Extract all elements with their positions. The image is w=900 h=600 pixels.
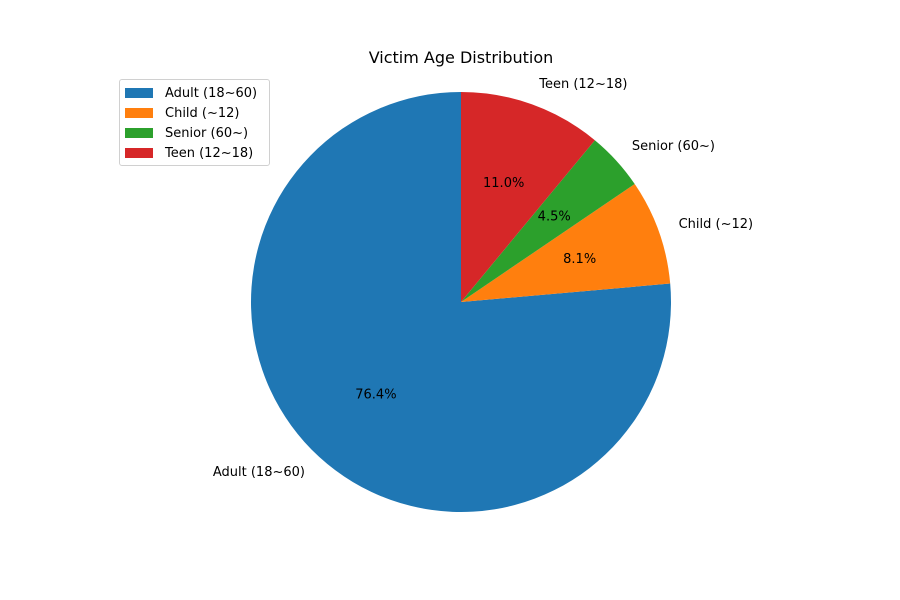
legend-label-child: Child (~12)	[165, 105, 240, 121]
legend-label-senior: Senior (60~)	[165, 125, 249, 141]
pie-slice-senior-60	[461, 140, 635, 302]
legend-swatch-teen	[125, 148, 153, 158]
pct-label-senior-60: 4.5%	[538, 210, 571, 225]
pct-label-child-12: 8.1%	[563, 252, 596, 267]
legend: Adult (18~60) Child (~12) Senior (60~) T…	[119, 79, 270, 166]
legend-swatch-senior	[125, 128, 153, 138]
legend-item-adult: Adult (18~60)	[120, 83, 269, 103]
chart-title: Victim Age Distribution	[368, 48, 554, 67]
legend-item-child: Child (~12)	[120, 103, 269, 123]
slice-label-teen-12-18: Teen (12~18)	[538, 77, 627, 92]
legend-item-teen: Teen (12~18)	[120, 143, 269, 163]
legend-swatch-adult	[125, 88, 153, 98]
slice-label-adult-18-60: Adult (18~60)	[213, 465, 305, 480]
legend-swatch-child	[125, 108, 153, 118]
pie-slice-child-12	[461, 183, 671, 302]
legend-item-senior: Senior (60~)	[120, 123, 269, 143]
legend-label-teen: Teen (12~18)	[165, 145, 254, 161]
slice-label-child-12: Child (~12)	[679, 217, 754, 232]
pie-slice-teen-12-18	[461, 92, 595, 302]
pct-label-teen-12-18: 11.0%	[483, 176, 524, 191]
legend-label-adult: Adult (18~60)	[165, 85, 258, 101]
pct-label-adult-18-60: 76.4%	[355, 387, 396, 402]
slice-label-senior-60: Senior (60~)	[632, 139, 715, 154]
